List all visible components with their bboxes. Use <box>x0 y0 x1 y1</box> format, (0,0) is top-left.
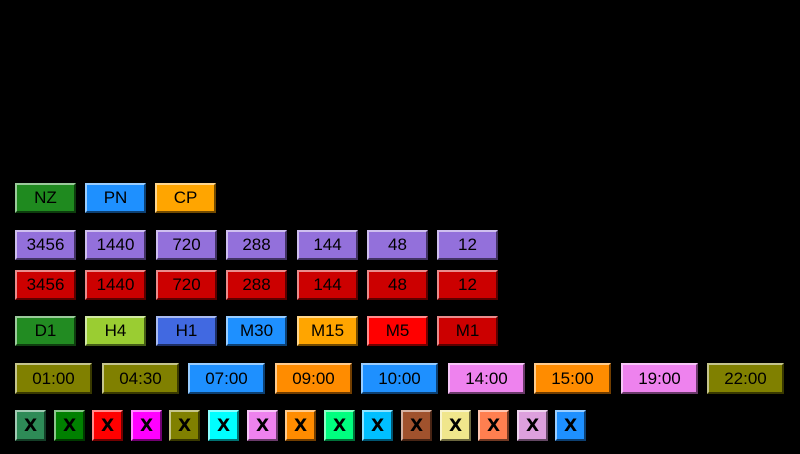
mode-button-pn[interactable]: PN <box>85 183 146 213</box>
period-button-top-1440[interactable]: 1440 <box>85 230 146 260</box>
period-button-top-288[interactable]: 288 <box>226 230 287 260</box>
close-button-x-4[interactable]: X <box>131 410 162 441</box>
close-button-x-11[interactable]: X <box>401 410 432 441</box>
close-button-x-8[interactable]: X <box>285 410 316 441</box>
period-button-bottom-144[interactable]: 144 <box>297 270 358 300</box>
time-button-1000[interactable]: 10:00 <box>361 363 438 394</box>
period-button-bottom-1440[interactable]: 1440 <box>85 270 146 300</box>
close-button-x-15[interactable]: X <box>555 410 586 441</box>
period-button-bottom-720[interactable]: 720 <box>156 270 217 300</box>
close-button-x-5[interactable]: X <box>169 410 200 441</box>
close-button-x-13[interactable]: X <box>478 410 509 441</box>
timeframe-button-m1[interactable]: M1 <box>437 316 498 346</box>
close-button-x-2[interactable]: X <box>54 410 85 441</box>
timeframe-button-h4[interactable]: H4 <box>85 316 146 346</box>
mode-button-nz[interactable]: NZ <box>15 183 76 213</box>
time-button-0700[interactable]: 07:00 <box>188 363 265 394</box>
timeframe-button-m30[interactable]: M30 <box>226 316 287 346</box>
time-button-1400[interactable]: 14:00 <box>448 363 525 394</box>
timeframe-button-h1[interactable]: H1 <box>156 316 217 346</box>
close-button-x-7[interactable]: X <box>247 410 278 441</box>
timeframe-button-d1[interactable]: D1 <box>15 316 76 346</box>
timeframe-button-m15[interactable]: M15 <box>297 316 358 346</box>
close-button-x-6[interactable]: X <box>208 410 239 441</box>
close-button-x-9[interactable]: X <box>324 410 355 441</box>
close-button-x-1[interactable]: X <box>15 410 46 441</box>
period-button-top-3456[interactable]: 3456 <box>15 230 76 260</box>
period-button-top-48[interactable]: 48 <box>367 230 428 260</box>
close-button-x-10[interactable]: X <box>362 410 393 441</box>
timeframe-button-m5[interactable]: M5 <box>367 316 428 346</box>
period-button-bottom-48[interactable]: 48 <box>367 270 428 300</box>
period-button-bottom-12[interactable]: 12 <box>437 270 498 300</box>
time-button-1500[interactable]: 15:00 <box>534 363 611 394</box>
period-button-bottom-3456[interactable]: 3456 <box>15 270 76 300</box>
period-button-top-144[interactable]: 144 <box>297 230 358 260</box>
time-button-0430[interactable]: 04:30 <box>102 363 179 394</box>
time-button-0900[interactable]: 09:00 <box>275 363 352 394</box>
close-button-x-14[interactable]: X <box>517 410 548 441</box>
time-button-0100[interactable]: 01:00 <box>15 363 92 394</box>
close-button-x-12[interactable]: X <box>440 410 471 441</box>
period-button-bottom-288[interactable]: 288 <box>226 270 287 300</box>
period-button-top-12[interactable]: 12 <box>437 230 498 260</box>
mode-button-cp[interactable]: CP <box>155 183 216 213</box>
time-button-1900[interactable]: 19:00 <box>621 363 698 394</box>
close-button-x-3[interactable]: X <box>92 410 123 441</box>
period-button-top-720[interactable]: 720 <box>156 230 217 260</box>
time-button-2200[interactable]: 22:00 <box>707 363 784 394</box>
